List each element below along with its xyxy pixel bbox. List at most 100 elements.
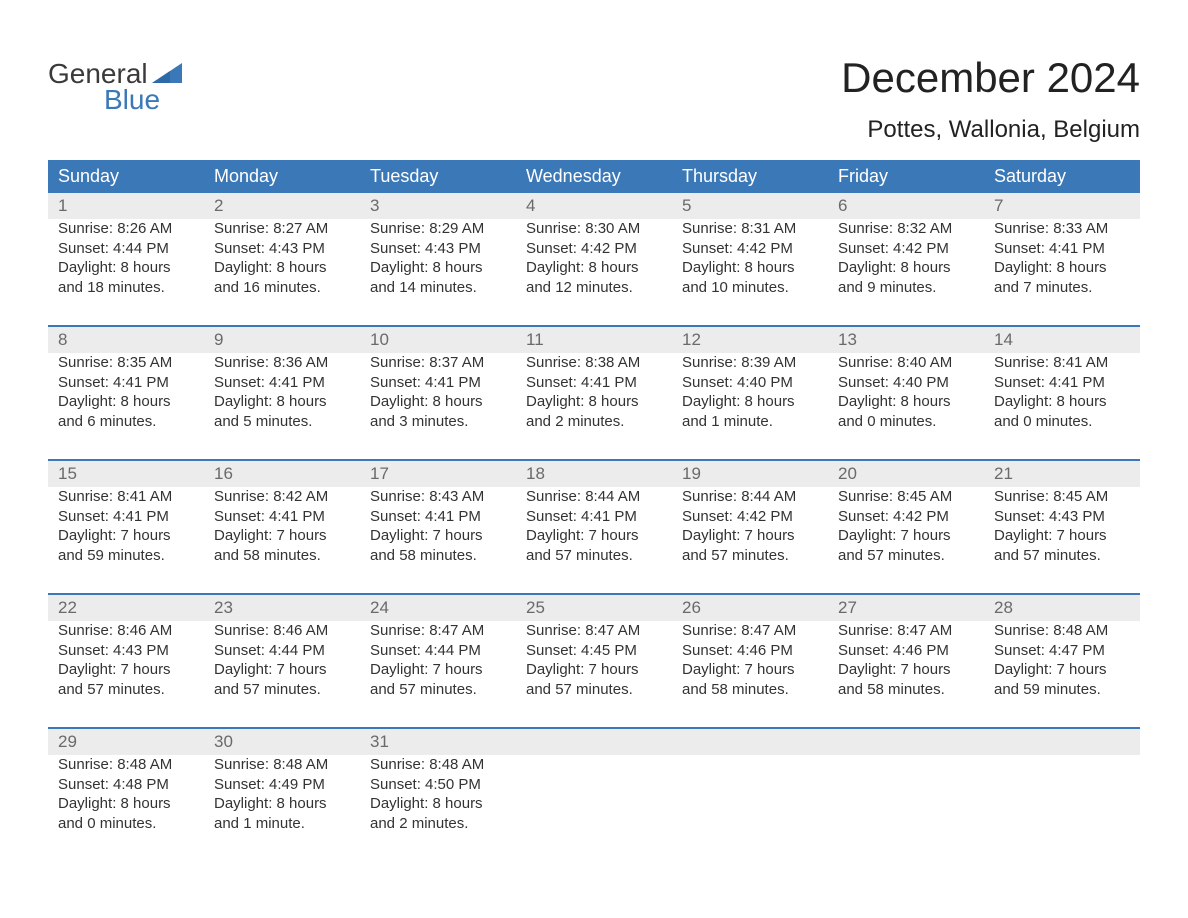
location-text: Pottes, Wallonia, Belgium	[841, 116, 1140, 144]
daylight-line-2: and 59 minutes.	[58, 546, 194, 566]
sunset-text: Sunset: 4:42 PM	[838, 239, 974, 259]
day-cell: Sunrise: 8:46 AMSunset: 4:43 PMDaylight:…	[48, 621, 204, 728]
col-sunday: Sunday	[48, 160, 204, 193]
day-number: 16	[214, 464, 233, 483]
sunset-text: Sunset: 4:42 PM	[838, 507, 974, 527]
day-cell: Sunrise: 8:26 AMSunset: 4:44 PMDaylight:…	[48, 219, 204, 326]
sunset-text: Sunset: 4:44 PM	[58, 239, 194, 259]
day-number-cell: 20	[828, 460, 984, 487]
daylight-line-2: and 2 minutes.	[370, 814, 506, 834]
sunrise-text: Sunrise: 8:36 AM	[214, 353, 350, 373]
daylight-line-2: and 58 minutes.	[682, 680, 818, 700]
daylight-line-1: Daylight: 7 hours	[526, 526, 662, 546]
daylight-line-1: Daylight: 7 hours	[994, 660, 1130, 680]
week-daynum-row: 22232425262728	[48, 594, 1140, 621]
sunset-text: Sunset: 4:41 PM	[526, 373, 662, 393]
day-number-cell: 28	[984, 594, 1140, 621]
sunrise-text: Sunrise: 8:29 AM	[370, 219, 506, 239]
daylight-line-1: Daylight: 7 hours	[370, 660, 506, 680]
sunset-text: Sunset: 4:47 PM	[994, 641, 1130, 661]
day-number-cell: 13	[828, 326, 984, 353]
week-content-row: Sunrise: 8:46 AMSunset: 4:43 PMDaylight:…	[48, 621, 1140, 728]
day-number-cell	[516, 728, 672, 755]
sunset-text: Sunset: 4:42 PM	[526, 239, 662, 259]
week-content-row: Sunrise: 8:35 AMSunset: 4:41 PMDaylight:…	[48, 353, 1140, 460]
day-number: 11	[526, 330, 544, 349]
day-number-cell: 10	[360, 326, 516, 353]
sunset-text: Sunset: 4:46 PM	[838, 641, 974, 661]
sunrise-text: Sunrise: 8:48 AM	[994, 621, 1130, 641]
sunrise-text: Sunrise: 8:26 AM	[58, 219, 194, 239]
daylight-line-2: and 9 minutes.	[838, 278, 974, 298]
sunrise-text: Sunrise: 8:32 AM	[838, 219, 974, 239]
day-number: 25	[526, 598, 545, 617]
day-number: 20	[838, 464, 857, 483]
day-number-cell: 2	[204, 193, 360, 219]
day-cell: Sunrise: 8:47 AMSunset: 4:46 PMDaylight:…	[828, 621, 984, 728]
daylight-line-2: and 0 minutes.	[994, 412, 1130, 432]
sunset-text: Sunset: 4:43 PM	[58, 641, 194, 661]
sunrise-text: Sunrise: 8:48 AM	[370, 755, 506, 775]
day-cell: Sunrise: 8:48 AMSunset: 4:50 PMDaylight:…	[360, 755, 516, 861]
title-block: December 2024 Pottes, Wallonia, Belgium	[841, 24, 1140, 144]
sunset-text: Sunset: 4:42 PM	[682, 507, 818, 527]
day-cell	[672, 755, 828, 861]
day-number: 6	[838, 196, 847, 215]
day-number-cell	[984, 728, 1140, 755]
day-cell: Sunrise: 8:48 AMSunset: 4:49 PMDaylight:…	[204, 755, 360, 861]
sunrise-text: Sunrise: 8:41 AM	[58, 487, 194, 507]
day-number-cell: 12	[672, 326, 828, 353]
daylight-line-1: Daylight: 7 hours	[838, 660, 974, 680]
day-number-cell: 9	[204, 326, 360, 353]
sunrise-text: Sunrise: 8:31 AM	[682, 219, 818, 239]
daylight-line-2: and 57 minutes.	[370, 680, 506, 700]
month-title: December 2024	[841, 54, 1140, 102]
sunrise-text: Sunrise: 8:44 AM	[682, 487, 818, 507]
sunset-text: Sunset: 4:43 PM	[370, 239, 506, 259]
day-number-cell: 4	[516, 193, 672, 219]
daylight-line-2: and 58 minutes.	[370, 546, 506, 566]
sunset-text: Sunset: 4:46 PM	[682, 641, 818, 661]
day-cell: Sunrise: 8:29 AMSunset: 4:43 PMDaylight:…	[360, 219, 516, 326]
sunset-text: Sunset: 4:50 PM	[370, 775, 506, 795]
day-number: 24	[370, 598, 389, 617]
day-number: 14	[994, 330, 1013, 349]
daylight-line-1: Daylight: 8 hours	[370, 258, 506, 278]
daylight-line-2: and 58 minutes.	[838, 680, 974, 700]
sunrise-text: Sunrise: 8:30 AM	[526, 219, 662, 239]
day-cell: Sunrise: 8:35 AMSunset: 4:41 PMDaylight:…	[48, 353, 204, 460]
day-cell: Sunrise: 8:46 AMSunset: 4:44 PMDaylight:…	[204, 621, 360, 728]
sunrise-text: Sunrise: 8:47 AM	[526, 621, 662, 641]
daylight-line-1: Daylight: 7 hours	[370, 526, 506, 546]
day-number: 23	[214, 598, 233, 617]
day-number-cell: 6	[828, 193, 984, 219]
sunrise-text: Sunrise: 8:27 AM	[214, 219, 350, 239]
day-number: 19	[682, 464, 701, 483]
day-number-cell: 25	[516, 594, 672, 621]
day-number-cell: 23	[204, 594, 360, 621]
daylight-line-2: and 59 minutes.	[994, 680, 1130, 700]
sunset-text: Sunset: 4:41 PM	[214, 373, 350, 393]
daylight-line-1: Daylight: 7 hours	[682, 660, 818, 680]
daylight-line-2: and 57 minutes.	[526, 546, 662, 566]
sunrise-text: Sunrise: 8:41 AM	[994, 353, 1130, 373]
day-number-cell: 8	[48, 326, 204, 353]
daylight-line-1: Daylight: 8 hours	[682, 392, 818, 412]
day-number-cell: 30	[204, 728, 360, 755]
daylight-line-2: and 10 minutes.	[682, 278, 818, 298]
sunrise-text: Sunrise: 8:37 AM	[370, 353, 506, 373]
daylight-line-1: Daylight: 8 hours	[58, 258, 194, 278]
day-number-cell: 1	[48, 193, 204, 219]
day-number: 31	[370, 732, 389, 751]
day-cell: Sunrise: 8:42 AMSunset: 4:41 PMDaylight:…	[204, 487, 360, 594]
day-number-cell: 24	[360, 594, 516, 621]
brand-word-2: Blue	[104, 86, 182, 114]
day-number-cell: 31	[360, 728, 516, 755]
day-cell: Sunrise: 8:41 AMSunset: 4:41 PMDaylight:…	[48, 487, 204, 594]
day-cell: Sunrise: 8:33 AMSunset: 4:41 PMDaylight:…	[984, 219, 1140, 326]
day-number-cell: 7	[984, 193, 1140, 219]
day-number-cell: 22	[48, 594, 204, 621]
daylight-line-1: Daylight: 7 hours	[526, 660, 662, 680]
sunrise-text: Sunrise: 8:47 AM	[682, 621, 818, 641]
week-daynum-row: 8910 11 1213 14	[48, 326, 1140, 353]
